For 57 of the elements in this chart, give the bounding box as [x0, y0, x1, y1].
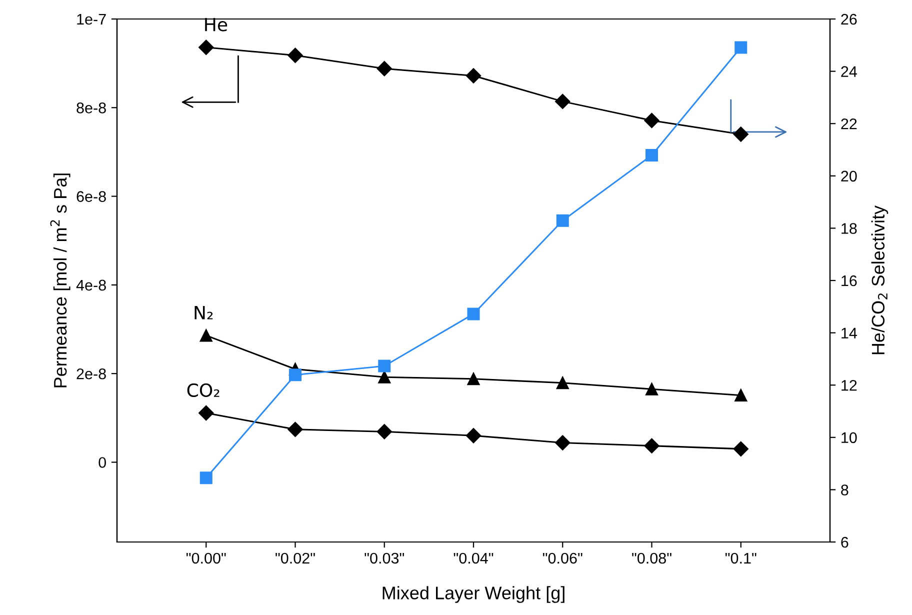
x-tick-label: "0.00" [186, 552, 226, 564]
x-tick-label: "0.02" [276, 552, 315, 564]
y2-tick-label: 18 [842, 223, 857, 234]
y2-axis-title: He/CO$_{2}$ Selectivity [871, 205, 888, 354]
point [556, 214, 569, 227]
point [467, 308, 480, 320]
point [734, 41, 748, 54]
point [644, 438, 660, 454]
point [644, 112, 660, 128]
x-tick-label: "0.03" [364, 552, 404, 564]
point [733, 441, 748, 456]
point [733, 126, 748, 142]
point [376, 424, 392, 440]
point [378, 360, 391, 372]
y-axis-title: Permeance [mol / m$^{2}$ s Pa] [50, 174, 70, 388]
y2-tick-label: 22 [841, 118, 857, 130]
point [198, 40, 214, 55]
point [555, 94, 570, 110]
point [466, 68, 482, 84]
point [198, 405, 214, 421]
y-tick-label: 8e-8 [76, 102, 106, 114]
series-label: CO₂ [187, 383, 220, 398]
point [200, 329, 212, 342]
point [289, 368, 302, 382]
y2-tick-label: 10 [842, 432, 857, 444]
y2-tick-label: 14 [842, 328, 857, 338]
point [466, 428, 482, 444]
y-tick-label: 4e-8 [76, 280, 106, 291]
point [646, 382, 658, 396]
y2-tick-label: 8 [841, 484, 848, 496]
y2-tick-label: 20 [841, 170, 857, 182]
y2-tick-label: 16 [842, 275, 857, 286]
x-tick-label: "0.06" [542, 552, 582, 564]
y2-tick-label: 26 [841, 14, 857, 25]
y-tick-label: 6e-8 [76, 191, 106, 202]
y2-tick-label: 12 [842, 380, 857, 391]
x-tick-label: "0.04" [454, 552, 494, 564]
point [556, 376, 569, 390]
point [734, 389, 748, 402]
point [376, 61, 392, 76]
point [378, 370, 391, 384]
y2-tick-label: 24 [841, 66, 857, 77]
series-label: He [205, 18, 228, 32]
x-tick-label: "0.1" [725, 552, 756, 564]
x-axis-title: Mixed Layer Weight [g] [382, 586, 564, 603]
y-tick-label: 0 [98, 457, 106, 468]
y2-tick-label: 6 [841, 536, 848, 548]
point [555, 435, 570, 450]
y-tick-label: 2e-8 [76, 368, 106, 380]
series-label: N₂ [194, 306, 213, 320]
y-tick-label: 1e-7 [77, 14, 106, 25]
point [646, 148, 658, 162]
x-tick-label: "0.08" [632, 552, 672, 564]
point [467, 372, 480, 386]
point [200, 472, 212, 484]
point [288, 422, 303, 437]
point [288, 48, 303, 63]
